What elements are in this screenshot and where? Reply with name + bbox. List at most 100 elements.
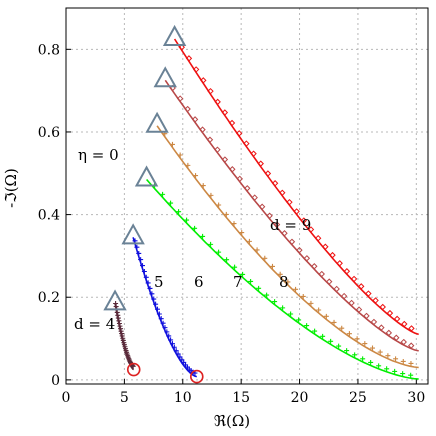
series-point — [162, 325, 168, 331]
series-point — [235, 130, 243, 137]
series-line — [132, 237, 197, 378]
series-point — [264, 170, 272, 177]
series-point — [251, 194, 258, 201]
series-point — [408, 372, 414, 378]
series-point — [326, 278, 333, 285]
series-point — [177, 152, 183, 158]
series-point — [300, 293, 306, 299]
series-point — [277, 271, 283, 277]
series-point — [323, 313, 329, 319]
markers-layer — [103, 24, 204, 384]
series-point — [280, 305, 286, 311]
series-point — [273, 221, 281, 228]
series-point — [154, 306, 160, 312]
series-point — [384, 366, 390, 372]
series-point — [240, 271, 246, 277]
series-point — [244, 185, 251, 192]
series-point — [166, 333, 172, 339]
series-point — [176, 95, 184, 102]
series-point — [304, 323, 310, 329]
series-point — [408, 360, 414, 366]
series-point — [169, 141, 175, 147]
start-triangle-marker — [153, 66, 177, 88]
start-triangle-marker — [134, 165, 159, 187]
series-point — [293, 208, 300, 215]
series-point — [228, 119, 236, 127]
series-point — [221, 109, 229, 116]
x-tick-label: 0 — [62, 390, 71, 406]
series-point — [369, 345, 375, 351]
series-point — [185, 162, 191, 168]
series-line — [156, 125, 419, 369]
series-point — [264, 292, 270, 298]
series-point — [141, 269, 147, 275]
series-point — [329, 251, 336, 259]
y-tick-label: 0 — [51, 373, 60, 389]
series-point — [293, 286, 299, 292]
series-point — [200, 233, 206, 239]
series-point — [372, 297, 379, 304]
series-point — [173, 348, 179, 354]
start-triangle-marker — [103, 289, 127, 311]
series-point — [250, 150, 257, 157]
series-point — [376, 363, 382, 369]
series-point — [192, 225, 198, 231]
series-point — [208, 241, 214, 247]
series-point — [199, 126, 206, 133]
series-point — [316, 307, 322, 313]
annotation-6: 6 — [194, 273, 204, 291]
series-point — [328, 338, 334, 344]
series-point — [175, 351, 181, 357]
series-point — [179, 357, 185, 363]
x-tick-label: 20 — [291, 390, 309, 406]
series-point — [138, 257, 144, 263]
series-point — [262, 255, 268, 261]
plot-frame — [65, 7, 429, 385]
x-axis-title: ℜ(Ω) — [214, 412, 250, 430]
series-point — [378, 324, 385, 331]
series-point — [360, 356, 366, 362]
series-point — [350, 275, 358, 283]
series-point — [216, 202, 222, 208]
series-point — [164, 329, 170, 335]
x-tick-label: 5 — [120, 390, 129, 406]
end-circle-marker — [189, 369, 204, 384]
axis-ticks: 0 5 10 15 20 25 30 0 0.2 0.4 0.6 0.8 — [38, 42, 426, 406]
series-point — [362, 341, 368, 347]
series-point — [168, 337, 174, 343]
series-point — [401, 320, 408, 328]
series-point — [229, 166, 236, 173]
series-point — [333, 285, 340, 293]
series-point — [214, 98, 221, 106]
series-point — [336, 343, 342, 349]
series-point — [185, 55, 193, 62]
series-point — [288, 238, 296, 245]
series-point — [266, 212, 273, 219]
series-point — [393, 315, 401, 323]
series-point — [257, 160, 264, 167]
series-point — [193, 173, 199, 179]
series-point — [400, 338, 407, 346]
x-tick-label: 15 — [232, 390, 250, 406]
series-point — [140, 263, 146, 269]
series-point — [156, 311, 162, 317]
series-point — [191, 116, 199, 123]
series-point — [296, 317, 302, 323]
series-point — [286, 198, 293, 206]
y-tick-label: 0.2 — [38, 290, 60, 306]
series-point — [178, 44, 185, 51]
series-point — [312, 328, 318, 334]
series-point — [296, 246, 303, 254]
series-line — [146, 178, 419, 380]
x-tick-label: 10 — [174, 390, 192, 406]
series-point — [393, 334, 400, 341]
series-point — [370, 318, 378, 326]
series-point — [308, 300, 314, 306]
series-point — [379, 303, 386, 311]
series-point — [400, 358, 406, 364]
series-point — [184, 217, 190, 223]
series-point — [365, 290, 372, 297]
series-point — [130, 363, 136, 369]
series-point — [136, 250, 142, 256]
